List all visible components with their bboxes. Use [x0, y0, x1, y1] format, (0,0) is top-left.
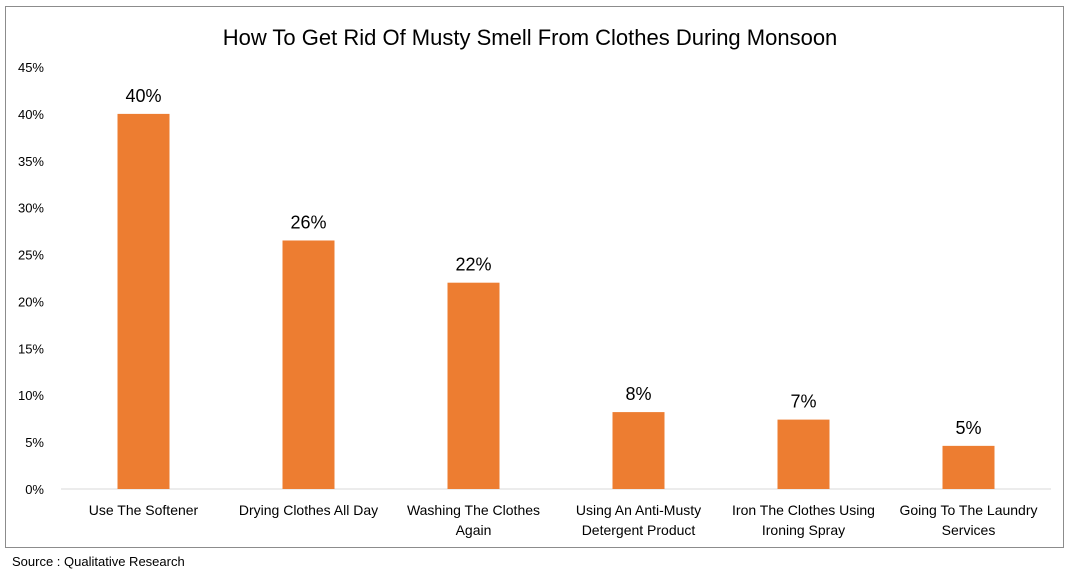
bar-data-label: 8%	[625, 384, 651, 404]
bar	[612, 412, 665, 489]
x-tick-label: Washing The Clothes Again	[407, 502, 540, 538]
y-tick-label: 40%	[18, 107, 44, 122]
bars: 40% 26% 22% 8% 7% 5%	[117, 86, 995, 489]
x-tick-label: Using An Anti-Musty Detergent Product	[576, 502, 701, 538]
y-axis: 0% 5% 10% 15% 20% 25% 30% 35% 40% 45%	[18, 60, 1051, 497]
bar	[282, 240, 335, 489]
bar	[942, 445, 995, 489]
y-tick-label: 25%	[18, 248, 44, 263]
x-tick-label: Iron The Clothes Using Ironing Spray	[732, 502, 875, 538]
x-tick-label: Use The Softener	[89, 502, 199, 518]
bar	[777, 419, 830, 489]
source-note: Source : Qualitative Research	[12, 554, 185, 569]
bar	[117, 113, 170, 489]
chart-title: How To Get Rid Of Musty Smell From Cloth…	[223, 25, 838, 50]
y-tick-label: 15%	[18, 341, 44, 356]
bar-data-label: 26%	[290, 212, 326, 232]
bar	[447, 282, 500, 489]
bar-data-label: 7%	[790, 392, 816, 412]
y-tick-label: 35%	[18, 154, 44, 169]
y-tick-label: 0%	[25, 482, 44, 497]
bar-data-label: 22%	[455, 255, 491, 275]
bar-data-label: 5%	[955, 418, 981, 438]
chart-svg: How To Get Rid Of Musty Smell From Cloth…	[18, 25, 1051, 538]
x-axis-labels: Use The Softener Drying Clothes All Day Wa…	[89, 502, 1038, 538]
x-tick-label: Going To The Laundry Services	[899, 502, 1037, 538]
y-tick-label: 10%	[18, 388, 44, 403]
y-tick-label: 30%	[18, 201, 44, 216]
chart-frame: How To Get Rid Of Musty Smell From Cloth…	[5, 6, 1064, 548]
x-tick-label: Drying Clothes All Day	[239, 502, 378, 518]
bar-data-label: 40%	[125, 86, 161, 106]
y-tick-label: 45%	[18, 60, 44, 75]
y-tick-label: 5%	[25, 435, 44, 450]
y-tick-label: 20%	[18, 294, 44, 309]
